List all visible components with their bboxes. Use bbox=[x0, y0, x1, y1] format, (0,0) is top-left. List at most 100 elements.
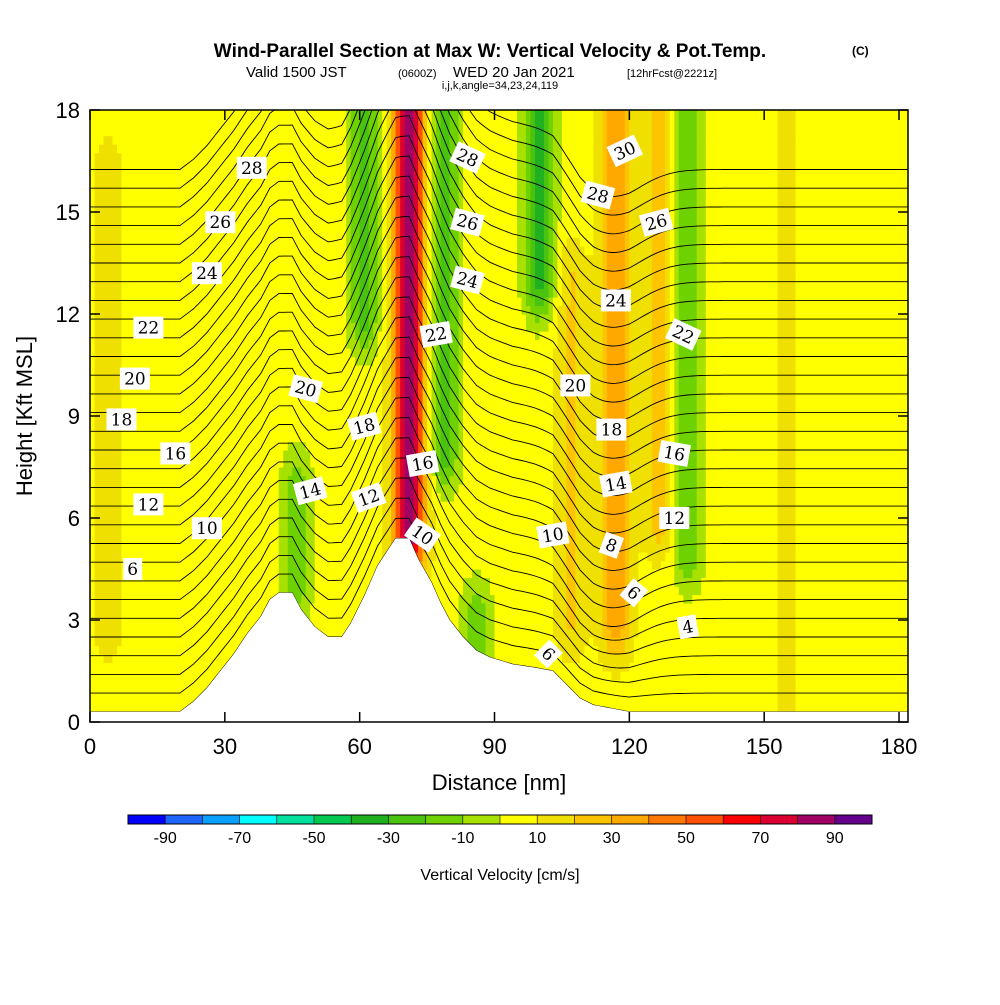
velocity-cell bbox=[116, 127, 123, 137]
velocity-cell bbox=[179, 620, 185, 630]
velocity-cell bbox=[197, 186, 203, 196]
velocity-cell bbox=[94, 518, 100, 528]
velocity-cell bbox=[161, 484, 167, 494]
velocity-cell bbox=[220, 365, 226, 375]
velocity-cell bbox=[152, 569, 159, 579]
velocity-cell bbox=[215, 450, 221, 460]
velocity-cell bbox=[170, 365, 176, 375]
velocity-cell bbox=[152, 399, 159, 409]
velocity-cell bbox=[197, 339, 203, 349]
velocity-cell bbox=[395, 526, 401, 536]
velocity-cell bbox=[283, 331, 289, 341]
velocity-cell bbox=[112, 152, 118, 162]
velocity-cell bbox=[166, 246, 172, 256]
velocity-cell bbox=[269, 169, 275, 179]
velocity-cell bbox=[251, 594, 257, 604]
velocity-cell bbox=[287, 263, 293, 273]
velocity-cell bbox=[98, 246, 105, 256]
velocity-cell bbox=[287, 229, 293, 239]
velocity-cell bbox=[242, 110, 248, 120]
velocity-cell bbox=[157, 484, 163, 494]
velocity-cell bbox=[296, 297, 302, 307]
velocity-cell bbox=[134, 339, 141, 349]
velocity-cell bbox=[90, 679, 96, 689]
velocity-cell bbox=[242, 577, 248, 587]
velocity-cell bbox=[175, 696, 181, 706]
velocity-cell bbox=[265, 441, 271, 451]
velocity-cell bbox=[197, 611, 203, 621]
velocity-cell bbox=[256, 195, 262, 205]
velocity-cell bbox=[202, 662, 208, 672]
velocity-cell bbox=[206, 237, 212, 247]
velocity-cell bbox=[107, 662, 114, 672]
velocity-cell bbox=[346, 365, 352, 375]
velocity-cell bbox=[94, 535, 100, 545]
velocity-cell bbox=[134, 348, 141, 358]
velocity-cell bbox=[247, 297, 253, 307]
velocity-cell bbox=[314, 603, 320, 613]
velocity-cell bbox=[125, 484, 132, 494]
velocity-cell bbox=[175, 322, 181, 332]
velocity-cell bbox=[188, 620, 194, 630]
velocity-cell bbox=[103, 424, 109, 434]
velocity-cell bbox=[152, 705, 159, 715]
velocity-cell bbox=[337, 577, 343, 587]
velocity-cell bbox=[206, 484, 212, 494]
velocity-cell bbox=[310, 552, 316, 562]
velocity-cell bbox=[179, 671, 185, 681]
velocity-cell bbox=[125, 186, 132, 196]
velocity-cell bbox=[125, 110, 132, 120]
velocity-cell bbox=[112, 696, 118, 706]
velocity-cell bbox=[206, 399, 212, 409]
velocity-cell bbox=[143, 620, 150, 630]
velocity-cell bbox=[98, 237, 105, 247]
velocity-cell bbox=[395, 484, 401, 494]
velocity-cell bbox=[143, 356, 150, 366]
velocity-cell bbox=[134, 135, 141, 145]
velocity-cell bbox=[121, 305, 127, 315]
velocity-cell bbox=[373, 297, 379, 307]
velocity-cell bbox=[175, 203, 181, 213]
velocity-cell bbox=[328, 433, 334, 443]
velocity-cell bbox=[211, 569, 217, 579]
velocity-cell bbox=[242, 484, 248, 494]
velocity-cell bbox=[134, 637, 141, 647]
velocity-cell bbox=[107, 390, 114, 400]
velocity-cell bbox=[278, 399, 284, 409]
velocity-cell bbox=[107, 339, 114, 349]
velocity-cell bbox=[202, 450, 208, 460]
velocity-cell bbox=[161, 186, 167, 196]
velocity-cell bbox=[238, 424, 244, 434]
velocity-cell bbox=[359, 543, 365, 553]
velocity-cell bbox=[98, 569, 105, 579]
velocity-cell bbox=[94, 195, 100, 205]
velocity-cell bbox=[211, 288, 217, 298]
velocity-cell bbox=[157, 535, 163, 545]
velocity-cell bbox=[121, 135, 127, 145]
velocity-cell bbox=[391, 424, 397, 434]
velocity-cell bbox=[175, 526, 181, 536]
velocity-cell bbox=[188, 688, 194, 698]
velocity-cell bbox=[355, 594, 361, 604]
velocity-cell bbox=[332, 237, 338, 247]
velocity-cell bbox=[139, 339, 145, 349]
velocity-cell bbox=[296, 169, 302, 179]
velocity-cell bbox=[332, 314, 338, 324]
velocity-cell bbox=[283, 186, 289, 196]
velocity-cell bbox=[166, 365, 172, 375]
velocity-cell bbox=[157, 518, 163, 528]
velocity-cell bbox=[170, 594, 176, 604]
velocity-cell bbox=[179, 118, 185, 128]
velocity-cell bbox=[292, 152, 298, 162]
velocity-cell bbox=[112, 144, 118, 154]
velocity-cell bbox=[116, 237, 123, 247]
velocity-cell bbox=[161, 135, 167, 145]
velocity-cell bbox=[121, 552, 127, 562]
velocity-cell bbox=[206, 305, 212, 315]
velocity-cell bbox=[188, 220, 194, 230]
velocity-cell bbox=[337, 441, 343, 451]
velocity-cell bbox=[152, 526, 159, 536]
velocity-cell bbox=[152, 637, 159, 647]
velocity-cell bbox=[90, 365, 96, 375]
velocity-cell bbox=[161, 535, 167, 545]
